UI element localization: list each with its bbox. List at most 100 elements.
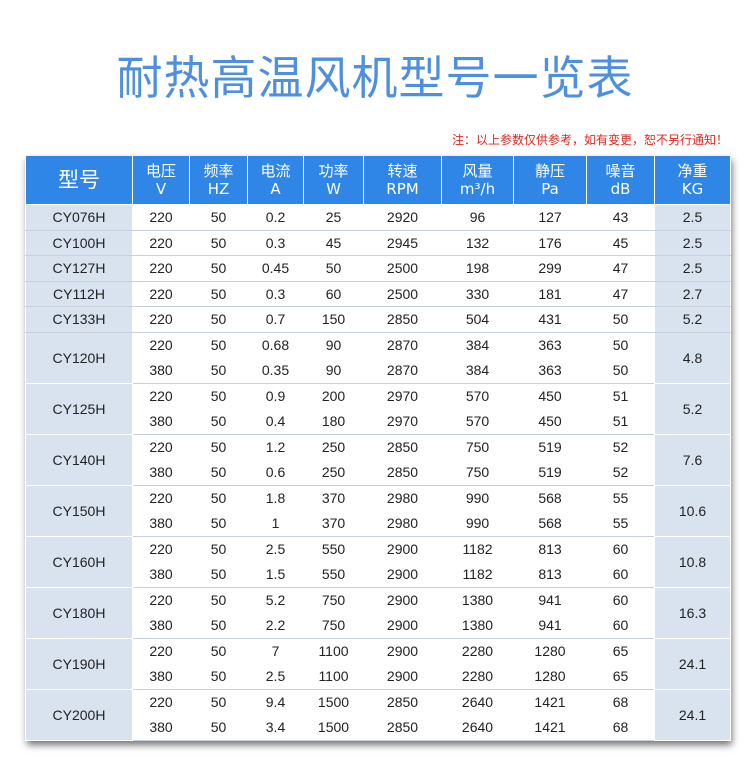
current-cell: 0.3: [247, 280, 304, 307]
frequency-cell: 50: [189, 204, 248, 231]
static-pressure-cell: 1280: [513, 637, 587, 664]
header-static-pressure: 静压 Pa: [513, 156, 587, 205]
header-weight: 净重 KG: [654, 156, 731, 205]
frequency-cell: 50: [189, 688, 248, 715]
weight-cell: 4.8: [654, 331, 731, 384]
table-row: 380 50 0.4 180 2970 570 450 51: [26, 408, 731, 435]
frequency-cell: 50: [189, 484, 248, 511]
voltage-cell: 380: [132, 408, 190, 435]
static-pressure-cell: 181: [513, 280, 587, 307]
table-row: CY140H 220 50 1.2 250 2850 750 519 52 7.6: [25, 433, 731, 486]
voltage-cell: 220: [132, 484, 190, 511]
voltage-cell: 220: [132, 331, 190, 358]
static-pressure-cell: 127: [513, 204, 587, 231]
noise-cell: 68: [586, 714, 655, 741]
noise-cell: 50: [586, 357, 655, 384]
speed-cell: 2980: [363, 510, 442, 537]
noise-cell: 60: [586, 561, 655, 588]
current-cell: 7: [247, 637, 304, 664]
airflow-cell: 132: [441, 229, 514, 256]
noise-cell: 55: [586, 510, 655, 537]
current-cell: 2.2: [247, 612, 304, 639]
frequency-cell: 50: [189, 357, 248, 384]
static-pressure-cell: 1280: [513, 663, 587, 690]
model-cell: CY200H: [25, 688, 133, 741]
header-noise: 噪音 dB: [586, 156, 655, 205]
voltage-cell: 220: [132, 204, 190, 231]
noise-cell: 60: [586, 586, 655, 613]
power-cell: 150: [303, 306, 364, 333]
voltage-cell: 220: [132, 433, 190, 460]
power-cell: 25: [303, 204, 364, 231]
speed-cell: 2900: [363, 637, 442, 664]
power-cell: 550: [303, 561, 364, 588]
airflow-cell: 1182: [441, 535, 514, 562]
header-power: 功率 W: [303, 156, 364, 205]
power-cell: 1500: [303, 714, 364, 741]
current-cell: 1.8: [247, 484, 304, 511]
power-cell: 180: [303, 408, 364, 435]
table-row: CY127H 220 50 0.45 50 2500 198 299 47 2.5: [25, 255, 731, 282]
noise-cell: 51: [586, 382, 655, 409]
voltage-cell: 220: [132, 535, 190, 562]
model-cell: CY125H: [25, 382, 133, 435]
airflow-cell: 990: [441, 510, 514, 537]
airflow-cell: 384: [441, 357, 514, 384]
table-row: CY150H 220 50 1.8 370 2980 990 568 55 10.6: [25, 484, 731, 537]
table-row: CY133H 220 50 0.7 150 2850 504 431 50 5.2: [25, 306, 731, 333]
noise-cell: 52: [586, 433, 655, 460]
speed-cell: 2945: [363, 229, 442, 256]
noise-cell: 68: [586, 688, 655, 715]
voltage-cell: 220: [132, 637, 190, 664]
header-current: 电流 A: [247, 156, 304, 205]
current-cell: 0.9: [247, 382, 304, 409]
current-cell: 1: [247, 510, 304, 537]
airflow-cell: 2280: [441, 663, 514, 690]
voltage-cell: 380: [132, 663, 190, 690]
static-pressure-cell: 176: [513, 229, 587, 256]
model-cell: CY127H: [25, 255, 133, 282]
frequency-cell: 50: [189, 714, 248, 741]
speed-cell: 2850: [363, 459, 442, 486]
model-cell: CY150H: [25, 484, 133, 537]
frequency-cell: 50: [189, 459, 248, 486]
voltage-cell: 380: [132, 561, 190, 588]
model-cell: CY120H: [25, 331, 133, 384]
noise-cell: 50: [586, 306, 655, 333]
static-pressure-cell: 299: [513, 255, 587, 282]
model-cell: CY180H: [25, 586, 133, 639]
speed-cell: 2500: [363, 280, 442, 307]
noise-cell: 60: [586, 535, 655, 562]
frequency-cell: 50: [189, 408, 248, 435]
power-cell: 250: [303, 433, 364, 460]
header-voltage: 电压 V: [132, 156, 190, 205]
voltage-cell: 220: [132, 586, 190, 613]
speed-cell: 2870: [363, 331, 442, 358]
static-pressure-cell: 813: [513, 561, 587, 588]
voltage-cell: 220: [132, 229, 190, 256]
noise-cell: 47: [586, 255, 655, 282]
static-pressure-cell: 568: [513, 484, 587, 511]
weight-cell: 16.3: [654, 586, 731, 639]
noise-cell: 65: [586, 663, 655, 690]
static-pressure-cell: 363: [513, 331, 587, 358]
spec-table: 型号 电压 V 频率 HZ 电流 A 功率 W 转速 RPM 风量 m³/h 静压 Pa 噪音…: [25, 156, 731, 741]
speed-cell: 2900: [363, 663, 442, 690]
frequency-cell: 50: [189, 637, 248, 664]
airflow-cell: 2280: [441, 637, 514, 664]
static-pressure-cell: 568: [513, 510, 587, 537]
model-cell: CY160H: [25, 535, 133, 588]
model-cell: CY133H: [25, 306, 133, 333]
static-pressure-cell: 1421: [513, 688, 587, 715]
speed-cell: 2500: [363, 255, 442, 282]
table-row: CY200H 220 50 9.4 1500 2850 2640 1421 68 24.1: [25, 688, 731, 741]
frequency-cell: 50: [189, 255, 248, 282]
weight-cell: 24.1: [654, 637, 731, 690]
table-row: CY180H 220 50 5.2 750 2900 1380 941 60 16.3: [25, 586, 731, 639]
static-pressure-cell: 431: [513, 306, 587, 333]
power-cell: 90: [303, 357, 364, 384]
speed-cell: 2850: [363, 306, 442, 333]
table-header-row: 型号 电压 V 频率 HZ 电流 A 功率 W 转速 RPM 风量 m³/h 静压 Pa 噪音…: [25, 156, 731, 205]
frequency-cell: 50: [189, 612, 248, 639]
static-pressure-cell: 450: [513, 408, 587, 435]
